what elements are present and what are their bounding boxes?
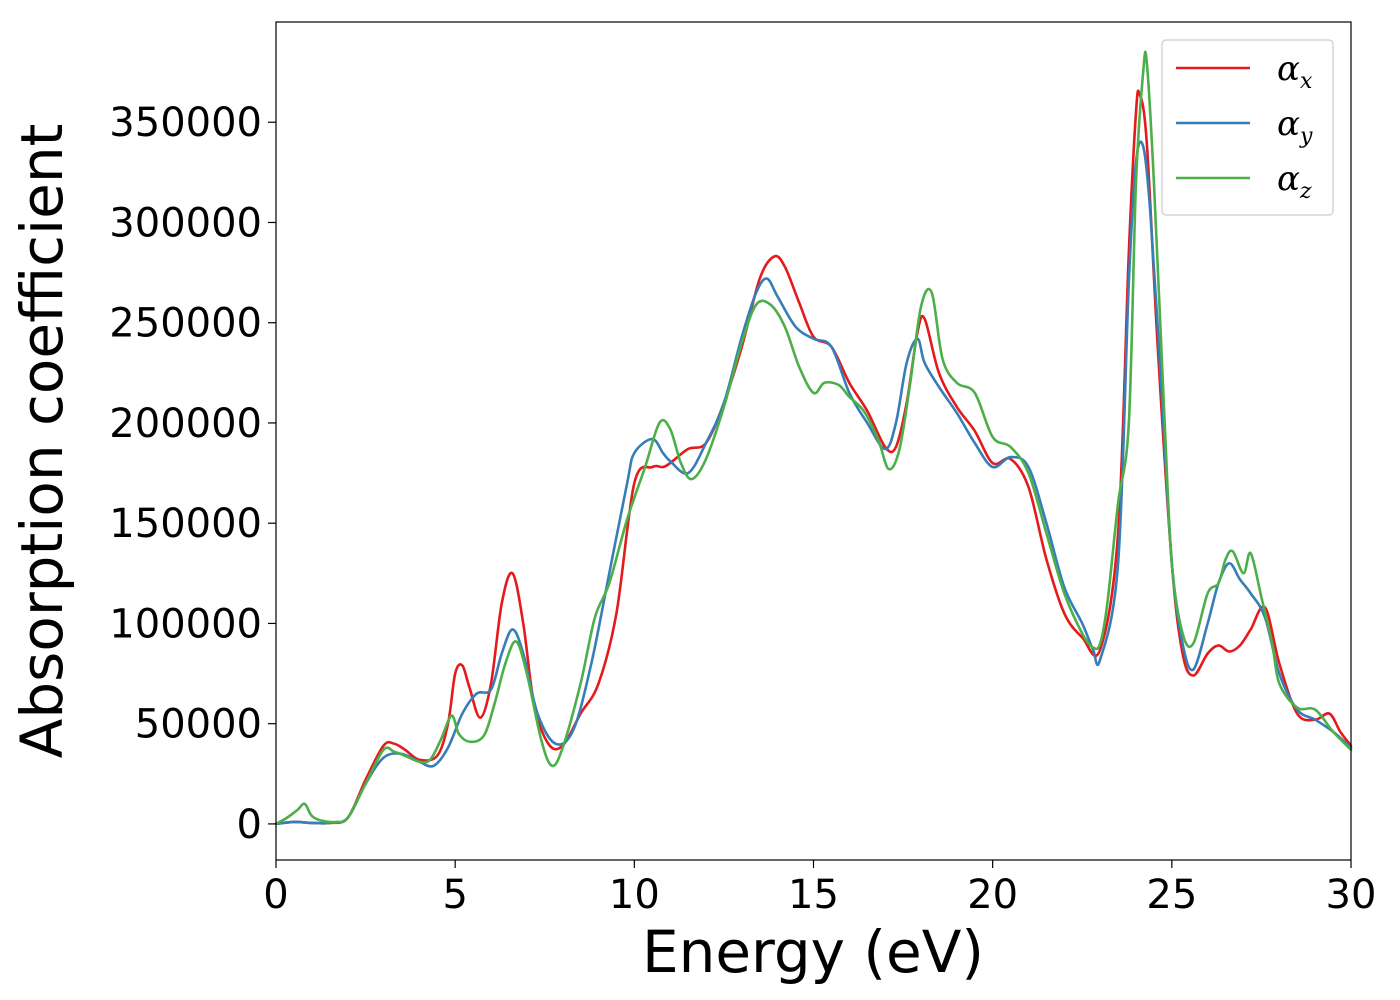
y-axis-title: Absorption coefficient <box>8 124 76 759</box>
x-tick-label: 25 <box>1146 872 1197 918</box>
y-tick-label: 50000 <box>135 702 262 748</box>
y-tick-label: 100000 <box>109 601 262 647</box>
y-tick-label: 350000 <box>109 100 262 146</box>
x-tick-label: 5 <box>442 872 467 918</box>
y-tick-label: 200000 <box>109 401 262 447</box>
x-tick-label: 20 <box>967 872 1018 918</box>
legend-subscript: x <box>1300 69 1313 94</box>
x-tick-label: 15 <box>788 872 839 918</box>
y-tick-label: 0 <box>237 802 262 848</box>
series-layer <box>274 50 1353 826</box>
y-axis: 0 50000 100000 150000 200000 250000 300000 3500… <box>109 100 276 848</box>
legend-subscript: z <box>1299 179 1312 204</box>
y-tick-label: 250000 <box>109 301 262 347</box>
series-line-y <box>274 140 1353 826</box>
x-tick-label: 10 <box>609 872 660 918</box>
x-axis: 0 5 10 15 20 25 30 <box>263 860 1376 918</box>
x-tick-label: 30 <box>1326 872 1377 918</box>
x-axis-title: Energy (eV) <box>642 918 984 986</box>
legend-box <box>1161 39 1334 216</box>
y-tick-label: 300000 <box>109 200 262 246</box>
legend-subscript: y <box>1299 124 1313 149</box>
x-tick-label: 0 <box>263 872 288 918</box>
y-tick-label: 150000 <box>109 501 262 547</box>
series-line-z <box>274 50 1353 826</box>
